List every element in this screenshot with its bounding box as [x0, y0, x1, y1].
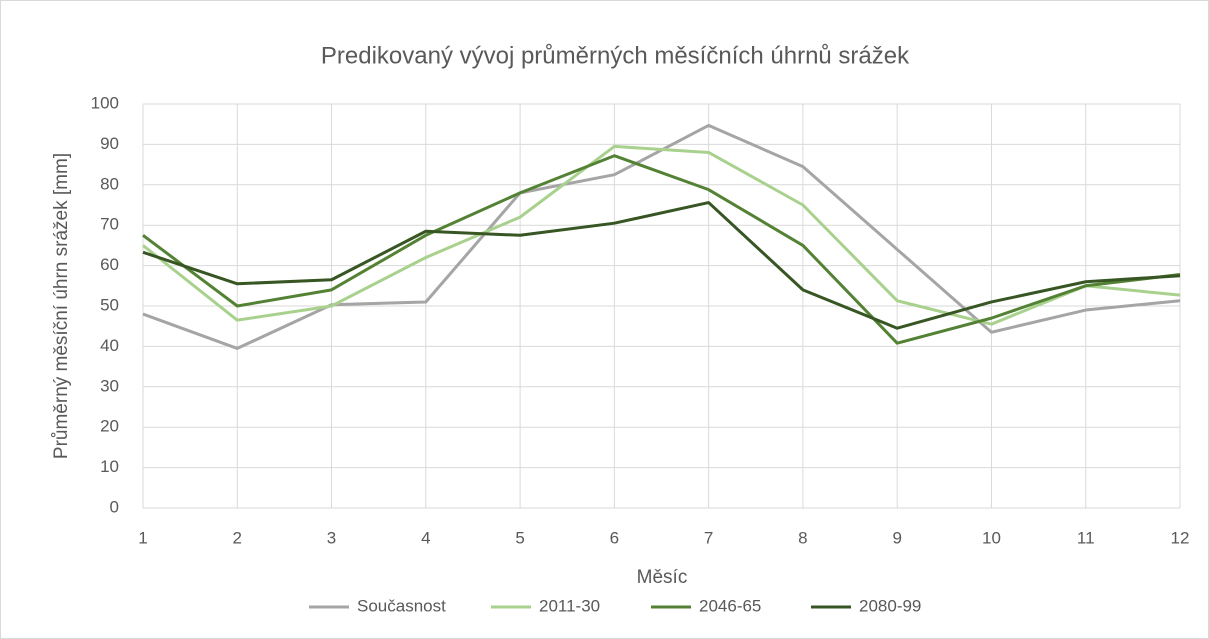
x-axis-title: Měsíc [637, 567, 688, 588]
y-tick-label: 0 [110, 497, 119, 516]
y-axis-title: Průměrný měsíční úhrn srážek [mm] [51, 153, 72, 459]
x-tick-label: 7 [704, 528, 713, 547]
series-line [142, 144, 1181, 326]
legend-label: 2046-65 [699, 596, 761, 615]
y-tick-label: 70 [100, 215, 119, 234]
series-line [142, 154, 1181, 345]
legend-label: 2080-99 [859, 596, 921, 615]
chart-title: Predikovaný vývoj průměrných měsíčních ú… [321, 42, 910, 69]
y-tick-label: 60 [100, 255, 119, 274]
x-tick-label: 12 [1171, 528, 1190, 547]
y-tick-label: 40 [100, 336, 119, 355]
x-tick-label: 6 [610, 528, 619, 547]
series-line [142, 201, 1181, 330]
x-tick-label: 10 [982, 528, 1001, 547]
legend-label: Současnost [357, 596, 446, 615]
y-tick-label: 10 [100, 457, 119, 476]
y-tick-label: 50 [100, 295, 119, 314]
y-tick-label: 80 [100, 174, 119, 193]
x-tick-label: 1 [138, 528, 147, 547]
x-tick-label: 8 [798, 528, 807, 547]
legend-label: 2011-30 [539, 596, 600, 615]
x-tick-label: 3 [327, 528, 336, 547]
y-tick-label: 100 [91, 93, 119, 112]
x-tick-label: 2 [233, 528, 242, 547]
x-tick-label: 4 [421, 528, 430, 547]
y-tick-label: 30 [100, 376, 119, 395]
y-tick-label: 20 [100, 417, 119, 436]
x-tick-label: 5 [515, 528, 524, 547]
y-tick-label: 90 [100, 134, 119, 153]
x-tick-label: 9 [892, 528, 901, 547]
x-tick-label: 11 [1077, 528, 1095, 547]
